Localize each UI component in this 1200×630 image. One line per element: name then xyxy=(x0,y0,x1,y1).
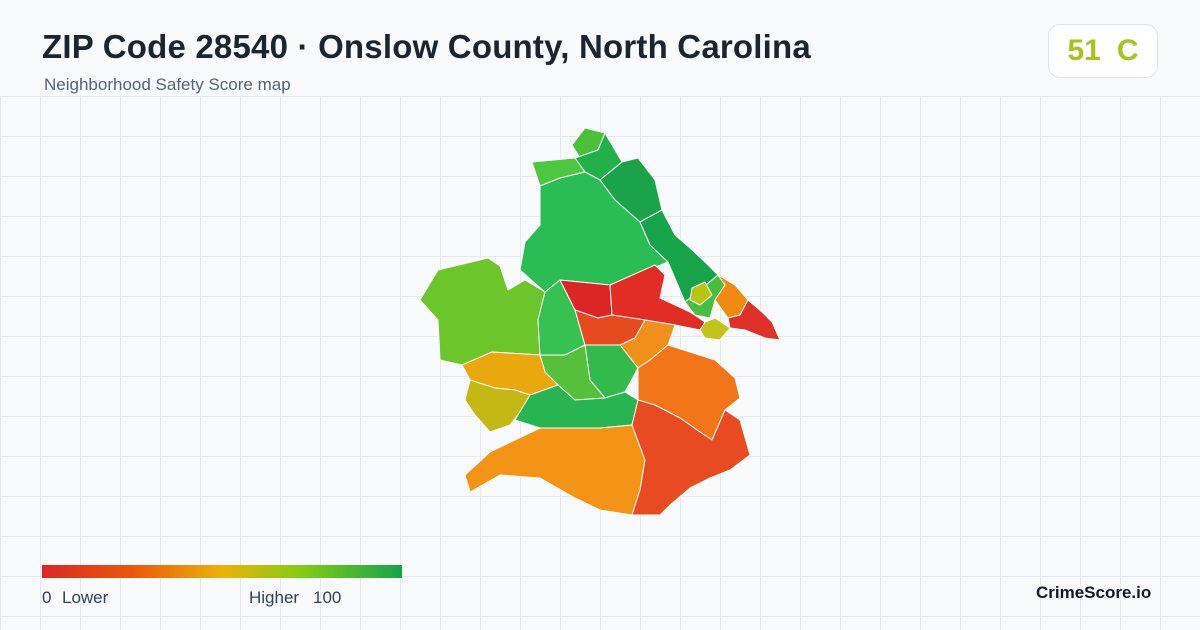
map-region-southeast-red[interactable] xyxy=(631,399,751,516)
legend-high-label: Higher xyxy=(249,588,300,607)
header: ZIP Code 28540 · Onslow County, North Ca… xyxy=(0,0,1200,96)
map-region-east-cluster-yellow[interactable] xyxy=(689,281,713,306)
legend-min-value: 0 xyxy=(42,588,52,607)
score-grade: C xyxy=(1116,34,1139,67)
map-region-east-lime[interactable] xyxy=(699,317,731,341)
map-region-southwest-olive[interactable] xyxy=(464,379,531,433)
legend-max-value: 100 xyxy=(313,588,342,607)
page-subtitle: Neighborhood Safety Score map xyxy=(44,75,291,94)
map-region-south-orange[interactable] xyxy=(464,424,646,516)
page-title: ZIP Code 28540 · Onslow County, North Ca… xyxy=(42,28,811,65)
brand-logo-text[interactable]: CrimeScore.io xyxy=(1036,583,1152,602)
score-badge: 51 C xyxy=(1048,24,1158,78)
legend-gradient-bar xyxy=(42,565,402,578)
map-region-east-cluster-red[interactable] xyxy=(727,299,781,341)
legend-low-label: Lower xyxy=(62,588,109,607)
score-value: 51 xyxy=(1067,34,1101,67)
